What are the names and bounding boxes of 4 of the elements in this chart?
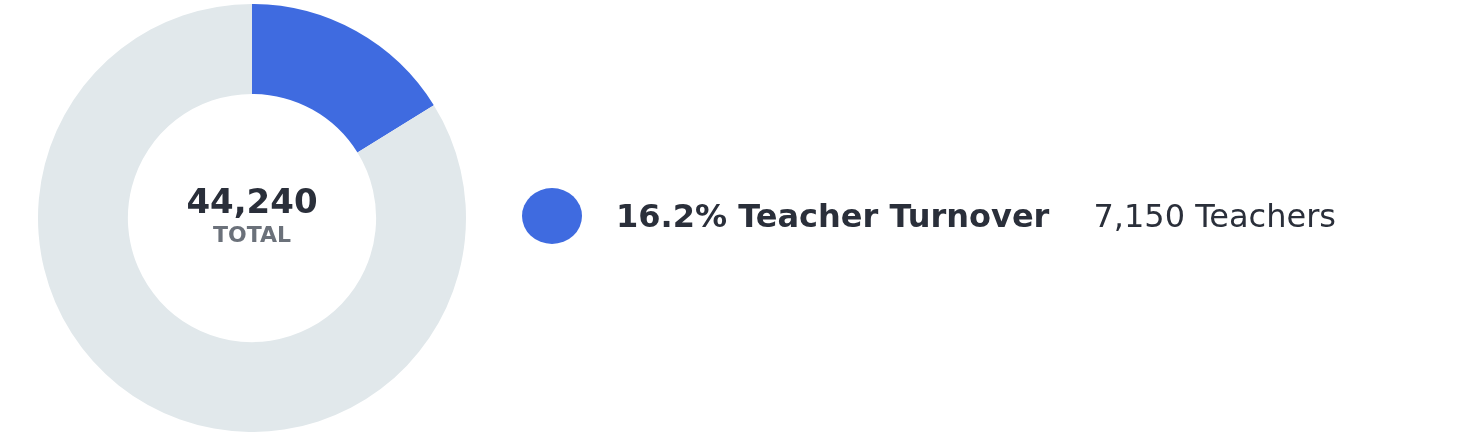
- text: 44,240: [186, 181, 318, 221]
- legend-label: 16.2% Teacher Turnover: [616, 197, 1050, 235]
- text: TOTAL: [212, 221, 292, 249]
- data-label: 7,150 Teachers: [1093, 197, 1336, 235]
